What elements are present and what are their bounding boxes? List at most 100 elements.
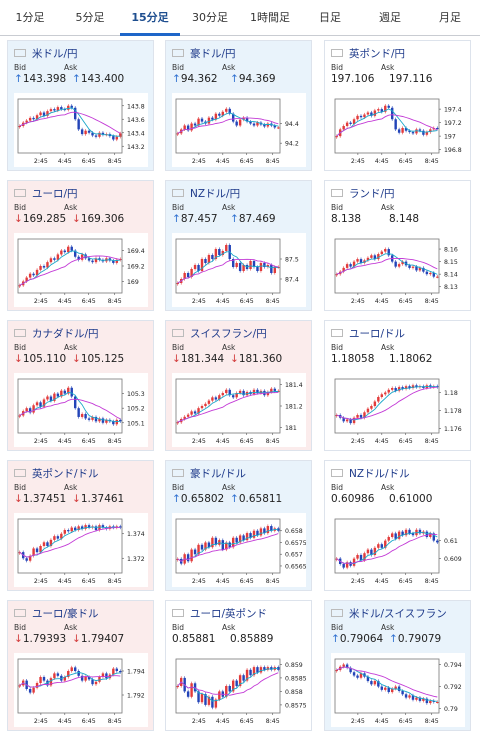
candle-body (366, 257, 370, 261)
candle-body (373, 681, 377, 685)
rate-card[interactable]: 豪ドル/ドル Bid Ask ↑0.65802 ↑0.65811 0.658 0.… (165, 460, 312, 591)
price-chart[interactable]: 1.794 1.792 2:45 4:45 6:45 8:45 (14, 653, 148, 727)
x-tick-label: 6:45 (82, 578, 96, 585)
rate-card-title[interactable]: 米ドル/円 (14, 46, 78, 60)
tab-7[interactable]: 月足 (439, 11, 461, 24)
price-chart[interactable]: 1.374 1.372 2:45 4:45 6:45 8:45 (14, 513, 148, 587)
bid-ask-prices: ↑0.79064 ↑0.79079 (331, 633, 441, 645)
candle-body (73, 667, 77, 671)
candle-body (87, 130, 91, 133)
currency-pair-label[interactable]: ランド/円 (349, 187, 395, 200)
moving-average-long (336, 386, 438, 420)
currency-pair-label[interactable]: ユーロ/円 (32, 187, 78, 200)
candle-body (408, 695, 411, 698)
rate-card[interactable]: ユーロ/豪ドル Bid Ask ↓1.79393 ↓1.79407 1.794 1… (7, 600, 154, 731)
rate-card-title[interactable]: ユーロ/英ポンド (172, 606, 267, 620)
rate-card[interactable]: 英ポンド/ドル Bid Ask ↓1.37451 ↓1.37461 1.374 1… (7, 460, 154, 591)
rate-card[interactable]: スイスフラン/円 Bid Ask ↓181.344 ↓181.360 181.4… (165, 320, 312, 451)
candle-body (221, 111, 225, 116)
price-chart[interactable]: 143.8 143.6 143.4 143.2 2:45 4:45 6:45 8:45 (14, 93, 148, 167)
rate-card[interactable]: 豪ドル/円 Bid Ask ↑94.362 ↑94.369 94.4 94.2 2:… (165, 40, 312, 171)
price-chart[interactable]: 0.794 0.792 0.79 2:45 4:45 6:45 8:45 (331, 653, 465, 727)
candle-body (77, 256, 80, 260)
tab-6[interactable]: 週足 (379, 11, 401, 24)
tab-4[interactable]: 1時間足 (250, 11, 290, 24)
bid-value: 169.285 (22, 213, 67, 225)
ask-value: 1.79407 (80, 633, 125, 645)
candle-body (380, 544, 384, 548)
bid-label: Bid (14, 483, 26, 492)
currency-pair-label[interactable]: カナダドル/円 (32, 327, 99, 340)
tab-3[interactable]: 30分足 (192, 11, 228, 24)
candle-body (200, 544, 204, 550)
rate-card-title[interactable]: 英ポンド/円 (331, 46, 405, 60)
currency-pair-label[interactable]: 豪ドル/円 (190, 47, 236, 60)
currency-pair-label[interactable]: NZドル/円 (190, 187, 241, 200)
rate-card[interactable]: 米ドル/円 Bid Ask ↑143.398 ↑143.400 143.8 143… (7, 40, 154, 171)
price-chart[interactable]: 105.3 105.2 105.1 2:45 4:45 6:45 8:45 (14, 373, 148, 447)
rate-card-title[interactable]: NZドル/ドル (331, 466, 410, 480)
price-chart[interactable]: 0.61 0.609 2:45 4:45 6:45 8:45 (331, 513, 465, 587)
rate-card[interactable]: ユーロ/ドル Bid Ask 1.18058 1.18062 1.18 1.178… (324, 320, 471, 451)
currency-pair-label[interactable]: 豪ドル/ドル (190, 467, 247, 480)
rate-card[interactable]: カナダドル/円 Bid Ask ↓105.110 ↓105.125 105.3 1… (7, 320, 154, 451)
ask-value: 143.400 (80, 73, 125, 85)
rate-card-title[interactable]: 豪ドル/円 (172, 46, 236, 60)
price-chart[interactable]: 87.5 87.4 2:45 4:45 6:45 8:45 (172, 233, 306, 307)
bid-ask-labels: Bid Ask (331, 343, 431, 352)
rate-card[interactable]: NZドル/ドル Bid Ask 0.60986 0.61000 0.61 0.60… (324, 460, 471, 591)
rate-card-title[interactable]: ユーロ/豪ドル (14, 606, 99, 620)
currency-pair-label[interactable]: 英ポンド/ドル (32, 467, 99, 480)
candle-body (70, 105, 73, 108)
candle-body (91, 132, 94, 136)
price-chart[interactable]: 8.16 8.15 8.14 8.13 2:45 4:45 6:45 8:45 (331, 233, 465, 307)
x-tick-label: 6:45 (240, 158, 254, 165)
rate-card-title[interactable]: 英ポンド/ドル (14, 466, 99, 480)
rate-card[interactable]: ランド/円 Bid Ask 8.138 8.148 8.16 8.15 8.14 8.… (324, 180, 471, 311)
candle-body (342, 564, 345, 568)
candle-body (384, 687, 387, 690)
rate-card-title[interactable]: ユーロ/円 (14, 186, 78, 200)
currency-pair-label[interactable]: 英ポンド/円 (349, 47, 406, 60)
plot-frame (334, 658, 440, 714)
currency-pair-label[interactable]: ユーロ/豪ドル (32, 607, 99, 620)
rate-card-title[interactable]: 豪ドル/ドル (172, 466, 246, 480)
price-chart[interactable]: 1.18 1.178 1.176 2:45 4:45 6:45 8:45 (331, 373, 465, 447)
rate-card[interactable]: ユーロ/円 Bid Ask ↓169.285 ↓169.306 169.4 169… (7, 180, 154, 311)
x-tick-label: 8:45 (425, 578, 439, 585)
price-chart[interactable]: 0.859 0.8585 0.858 0.8575 2:45 4:45 6:45 8:45 (172, 653, 306, 727)
rate-card-title[interactable]: カナダドル/円 (14, 326, 99, 340)
tab-1[interactable]: 5分足 (75, 11, 105, 24)
rate-card[interactable]: 英ポンド/円 Bid Ask 197.106 197.116 197.4 197.… (324, 40, 471, 171)
tab-5[interactable]: 日足 (319, 11, 341, 24)
price-chart[interactable]: 181.4 181.2 181 2:45 4:45 6:45 8:45 (172, 373, 306, 447)
rate-card-title[interactable]: ユーロ/ドル (331, 326, 405, 340)
currency-pair-label[interactable]: 米ドル/円 (32, 47, 78, 60)
rate-card-title[interactable]: ランド/円 (331, 186, 395, 200)
candle-body (352, 417, 356, 424)
rate-card-title[interactable]: NZドル/円 (172, 186, 240, 200)
currency-pair-label[interactable]: ユーロ/英ポンド (190, 607, 268, 620)
currency-pair-label[interactable]: 米ドル/スイスフラン (349, 607, 447, 620)
rate-card[interactable]: ユーロ/英ポンド Bid Ask 0.85881 0.85889 0.859 0.… (165, 600, 312, 731)
candle-body (249, 669, 252, 676)
price-chart[interactable]: 197.4 197.2 197 196.8 2:45 4:45 6:45 8:45 (331, 93, 465, 167)
price-chart[interactable]: 94.4 94.2 2:45 4:45 6:45 8:45 (172, 93, 306, 167)
candle-body (415, 129, 418, 134)
rate-card[interactable]: 米ドル/スイスフラン Bid Ask ↑0.79064 ↑0.79079 0.7… (324, 600, 471, 731)
rate-card[interactable]: NZドル/円 Bid Ask ↑87.457 ↑87.469 87.5 87.4 2… (165, 180, 312, 311)
plot-frame (17, 238, 123, 294)
rate-card-title[interactable]: 米ドル/スイスフラン (331, 606, 447, 620)
price-chart[interactable]: 169.4 169.2 169 2:45 4:45 6:45 8:45 (14, 233, 148, 307)
currency-pair-label[interactable]: NZドル/ドル (349, 467, 410, 480)
tab-0[interactable]: 1分足 (15, 11, 45, 24)
rate-card-title[interactable]: スイスフラン/円 (172, 326, 267, 340)
currency-pair-label[interactable]: スイスフラン/円 (190, 327, 267, 340)
plot-frame (175, 518, 281, 574)
y-tick-label: 0.61 (444, 538, 458, 545)
bid-ask-prices: ↓1.79393 ↓1.79407 (14, 633, 124, 645)
currency-pair-label[interactable]: ユーロ/ドル (349, 327, 406, 340)
ask-value: 8.148 (389, 213, 420, 225)
tab-2[interactable]: 15分足 (120, 0, 180, 36)
price-chart[interactable]: 0.658 0.6575 0.657 0.6565 2:45 4:45 6:45 8:45 (172, 513, 306, 587)
